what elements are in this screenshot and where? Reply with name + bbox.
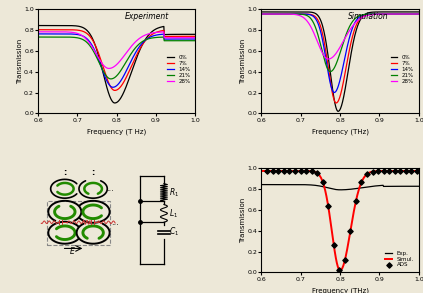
ADS — [336, 268, 343, 272]
ADS — [352, 199, 359, 203]
Exp. — [259, 183, 264, 186]
ADS — [397, 169, 404, 173]
Exp. — [338, 188, 343, 192]
X-axis label: Frequency (T Hz): Frequency (T Hz) — [87, 128, 146, 135]
Legend: 0%, 7%, 14%, 21%, 28%: 0%, 7%, 14%, 21%, 28% — [165, 53, 192, 86]
Text: E: E — [70, 247, 75, 256]
ADS — [391, 169, 398, 173]
Exp. — [344, 188, 349, 191]
Legend: 0%, 7%, 14%, 21%, 28%: 0%, 7%, 14%, 21%, 28% — [388, 53, 416, 86]
Simul. — [259, 169, 264, 173]
Y-axis label: Transmission: Transmission — [240, 197, 246, 243]
Simul. — [388, 169, 393, 173]
Exp. — [353, 187, 358, 190]
Simul. — [338, 269, 343, 272]
ADS — [386, 169, 393, 173]
ADS — [408, 169, 415, 173]
Simul. — [334, 258, 339, 261]
Text: Simulation: Simulation — [348, 12, 389, 21]
Line: Exp.: Exp. — [261, 185, 419, 190]
Text: ...: ... — [106, 184, 114, 193]
ADS — [330, 243, 337, 247]
Y-axis label: Transmission: Transmission — [240, 38, 246, 84]
Exp. — [334, 188, 339, 191]
ADS — [347, 229, 354, 233]
Bar — [47, 201, 110, 245]
ADS — [341, 258, 348, 263]
ADS — [280, 169, 287, 173]
Simul. — [416, 169, 421, 173]
ADS — [413, 169, 420, 173]
ADS — [269, 169, 276, 173]
ADS — [319, 179, 326, 184]
Exp. — [413, 185, 418, 188]
ADS — [380, 169, 387, 173]
ADS — [369, 169, 376, 174]
ADS — [297, 169, 304, 173]
Text: Experiment: Experiment — [125, 12, 169, 21]
Simul. — [344, 249, 349, 253]
Text: $L_1$: $L_1$ — [170, 207, 179, 220]
Text: :: : — [91, 168, 95, 177]
ADS — [314, 171, 321, 176]
Exp. — [416, 185, 421, 188]
ADS — [264, 169, 271, 173]
ADS — [325, 204, 332, 209]
ADS — [275, 169, 282, 173]
ADS — [402, 169, 409, 173]
Text: $R_1$: $R_1$ — [170, 186, 180, 199]
Simul. — [413, 169, 418, 173]
ADS — [303, 169, 310, 173]
Simul. — [335, 262, 340, 266]
Text: $C_1$: $C_1$ — [170, 226, 180, 239]
X-axis label: Frequency (THz): Frequency (THz) — [312, 287, 368, 293]
ADS — [364, 172, 371, 176]
ADS — [358, 180, 365, 185]
X-axis label: Frequency (THz): Frequency (THz) — [312, 128, 368, 135]
Exp. — [335, 188, 340, 191]
Text: :: : — [63, 168, 66, 177]
Legend: Exp., Simul., ADS: Exp., Simul., ADS — [383, 248, 416, 270]
ADS — [286, 169, 293, 173]
ADS — [308, 169, 315, 173]
ADS — [291, 169, 298, 173]
Y-axis label: Transmission: Transmission — [16, 38, 23, 84]
Simul. — [353, 202, 358, 205]
ADS — [375, 169, 382, 173]
Exp. — [388, 185, 393, 188]
Line: Simul.: Simul. — [261, 171, 419, 270]
Text: ...: ... — [111, 218, 119, 227]
